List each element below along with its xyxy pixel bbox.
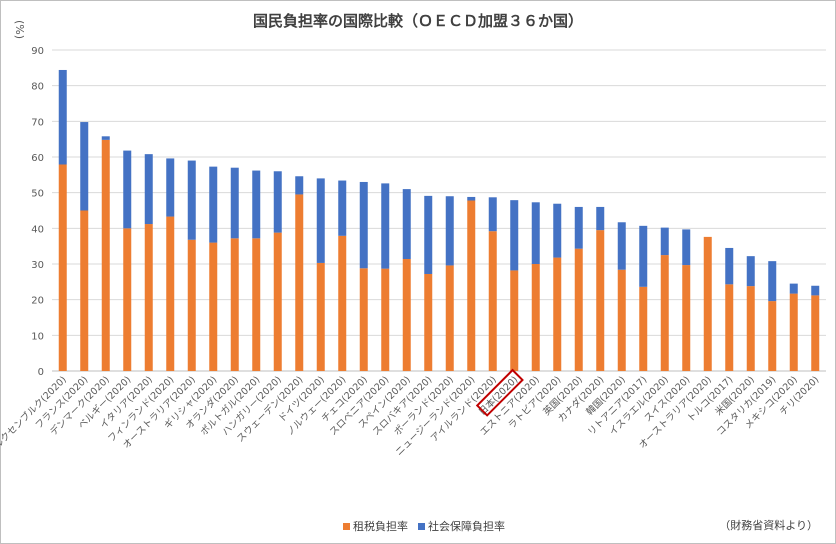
bar-tax [101, 139, 110, 371]
bar-social-security [295, 176, 304, 195]
bar-tax [768, 301, 777, 371]
bar-tax [789, 293, 798, 371]
bar-tax [80, 210, 89, 371]
y-tick-label: 60 [31, 153, 44, 164]
bar-social-security [144, 154, 153, 225]
y-tick-label: 0 [38, 367, 44, 378]
bar-social-security [123, 150, 132, 229]
bar-tax [682, 265, 691, 371]
bar-social-security [682, 229, 691, 266]
bar-tax [746, 286, 755, 371]
bar-social-security [617, 222, 626, 270]
bar-social-security [338, 180, 347, 236]
bar-social-security [381, 183, 390, 269]
legend-label-social-security: 社会保障負担率 [428, 520, 505, 533]
bar-tax [187, 239, 196, 371]
bar-tax [359, 268, 368, 371]
y-tick-label: 70 [31, 117, 44, 128]
y-tick-label: 50 [31, 189, 44, 200]
bar-social-security [187, 160, 196, 240]
bar-tax [402, 259, 411, 371]
bar-tax [660, 255, 669, 371]
legend-item-social-security: 社会保障負担率 [418, 518, 505, 534]
bar-social-security [660, 227, 669, 256]
legend-label-tax: 租税負担率 [353, 520, 408, 533]
bar-social-security [639, 225, 648, 287]
y-tick-label: 10 [31, 331, 44, 342]
y-axis-unit-label: (%) [13, 20, 26, 40]
bar-tax [725, 284, 734, 371]
bar-tax [209, 242, 218, 371]
bar-social-security [424, 195, 433, 274]
bar-social-security [445, 196, 454, 266]
bar-social-security [768, 261, 777, 302]
bar-tax [230, 238, 239, 371]
bar-social-security [402, 189, 411, 260]
legend-swatch-tax [343, 522, 350, 530]
bar-social-security [574, 206, 583, 249]
bar-social-security [725, 247, 734, 285]
highlight-box [475, 368, 524, 417]
bar-tax [58, 164, 67, 371]
bar-social-security [510, 200, 519, 271]
bar-tax [811, 295, 820, 371]
bar-tax [381, 268, 390, 371]
bar-tax [510, 270, 519, 371]
bar-tax [488, 231, 497, 371]
bar-social-security [230, 167, 239, 239]
bar-tax [596, 230, 605, 371]
y-tick-label: 20 [31, 296, 44, 307]
bar-tax [338, 235, 347, 371]
bar-social-security [467, 196, 476, 201]
bar-social-security [746, 256, 755, 287]
legend-swatch-social-security [418, 522, 425, 530]
bar-tax [166, 216, 175, 371]
y-tick-label: 90 [31, 46, 44, 57]
bar-tax [123, 228, 132, 371]
bar-tax [617, 269, 626, 371]
y-tick-label: 30 [31, 260, 44, 271]
bar-social-security [596, 206, 605, 231]
bar-social-security [531, 202, 540, 264]
y-tick-label: 80 [31, 82, 44, 93]
legend-item-tax: 租税負担率 [343, 518, 408, 534]
bar-tax [703, 236, 712, 371]
bar-tax [252, 238, 261, 371]
source-note: （財務省資料より） [719, 519, 818, 532]
bar-social-security [209, 166, 218, 243]
bar-social-security [252, 170, 261, 239]
bar-social-security [101, 136, 110, 140]
bar-tax [316, 262, 325, 371]
legend: 租税負担率 社会保障負担率 [343, 518, 505, 534]
bar-tax [531, 264, 540, 371]
bar-tax [467, 200, 476, 371]
bar-social-security [166, 158, 175, 217]
bar-tax [553, 257, 562, 371]
bar-social-security [553, 203, 562, 258]
bar-social-security [789, 283, 798, 294]
bar-tax [574, 248, 583, 371]
bar-social-security [273, 171, 282, 233]
bar-social-security [359, 181, 368, 269]
bar-social-security [316, 178, 325, 263]
bar-tax [144, 224, 153, 371]
bar-social-security [811, 285, 820, 296]
bar-social-security [58, 69, 67, 165]
bar-tax [445, 265, 454, 371]
bar-tax [295, 194, 304, 371]
chart-title: 国民負担率の国際比較（ＯＥＣＤ加盟３６か国） [252, 12, 583, 30]
bar-social-security [488, 197, 497, 232]
bar-tax [424, 273, 433, 371]
y-tick-label: 40 [31, 224, 44, 235]
bar-tax [273, 232, 282, 371]
bar-social-security [80, 122, 89, 211]
bar-tax [639, 286, 648, 371]
